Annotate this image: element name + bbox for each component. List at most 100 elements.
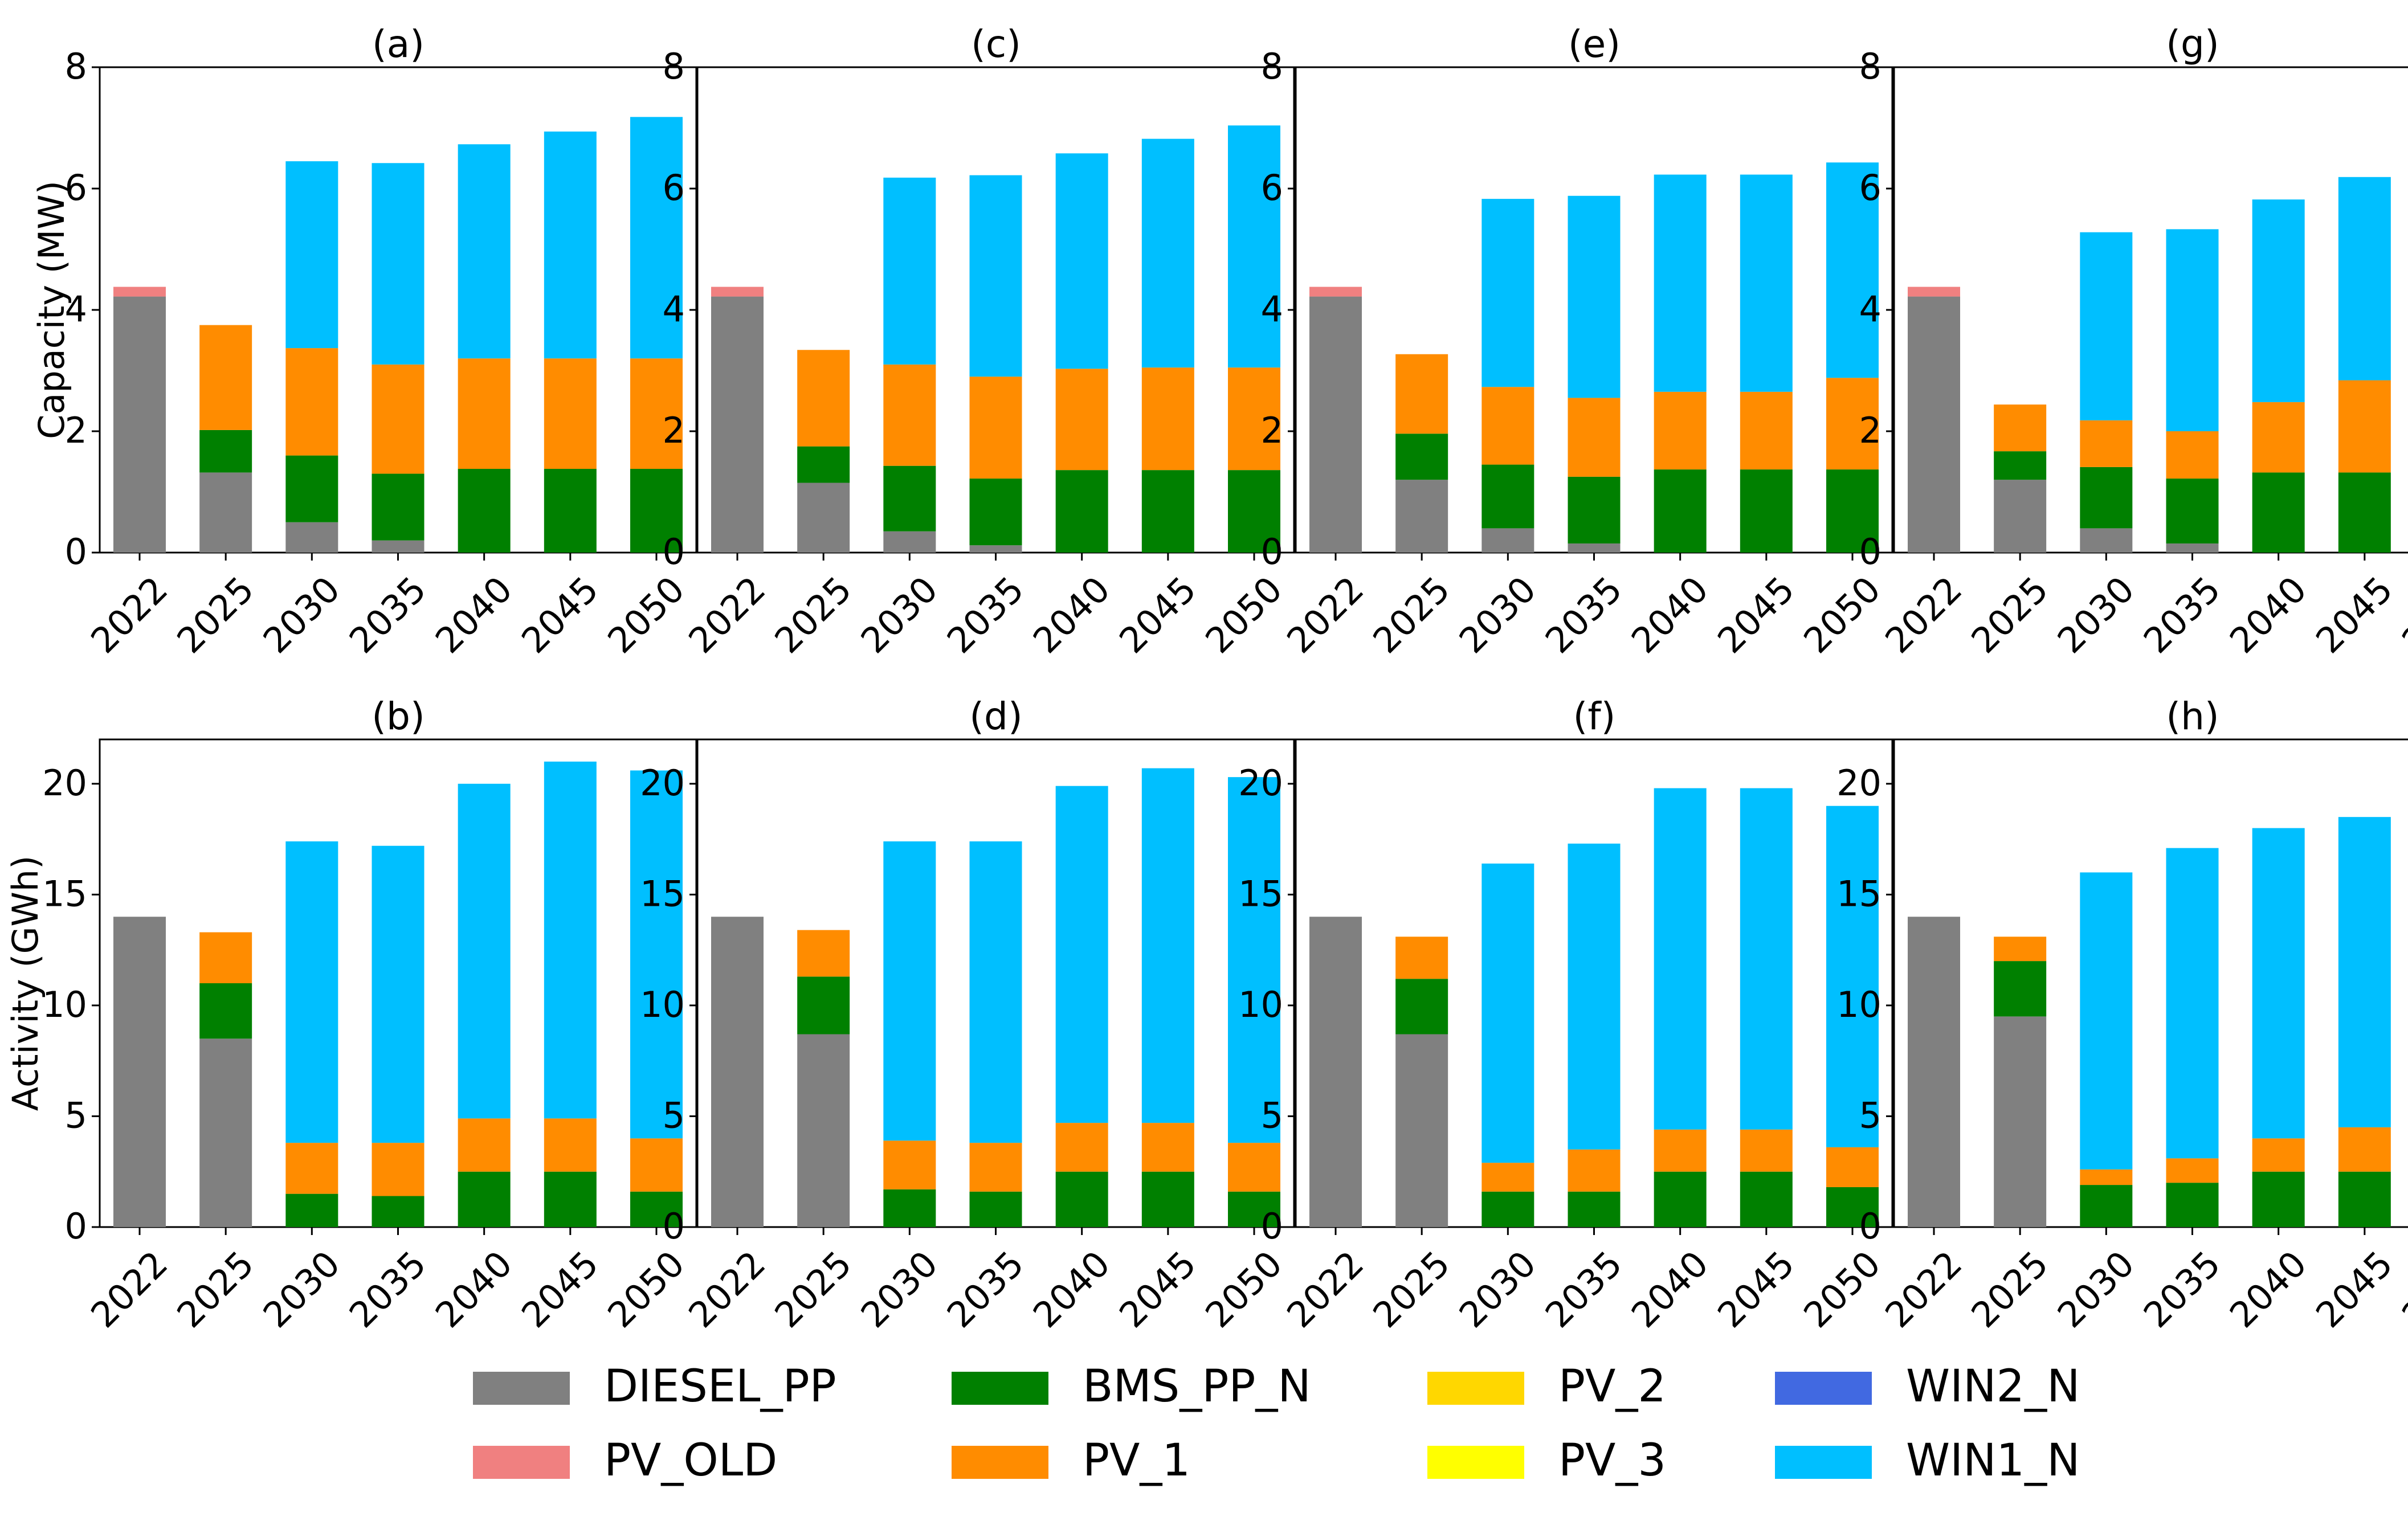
y-tick-label: 4 (1859, 288, 1881, 330)
x-tick-label: 2035 (2136, 1243, 2229, 1336)
bar-bms-pp-n-2040 (458, 469, 511, 553)
bar-diesel-pp-2035 (372, 540, 425, 553)
x-tick-label: 2035 (1537, 1243, 1630, 1336)
bar-bms-pp-n-2030 (1481, 1191, 1534, 1227)
y-tick-label: 2 (1859, 410, 1881, 451)
bar-pv-1-2035 (2166, 431, 2219, 479)
x-tick-label: 2035 (1537, 569, 1630, 661)
x-tick-label: 2025 (1963, 1243, 2056, 1336)
x-tick-label: 2050 (1197, 569, 1290, 661)
bar-pv-1-2035 (969, 1143, 1022, 1192)
y-tick-label: 20 (42, 762, 87, 804)
bar-pv-1-2025 (1994, 937, 2047, 962)
bar-bms-pp-n-2025 (1395, 979, 1448, 1035)
bar-pv-1-2045 (1141, 367, 1194, 471)
bar-win1-n-2040 (2252, 199, 2305, 402)
x-tick-label: 2030 (1451, 569, 1544, 661)
bar-diesel-pp-2022 (113, 296, 166, 553)
bar-pv-1-2030 (883, 364, 936, 466)
bar-win1-n-2050 (1228, 777, 1280, 1143)
bar-pv-1-2050 (630, 1138, 683, 1192)
bar-win1-n-2050 (1228, 125, 1280, 368)
y-tick-label: 4 (663, 288, 685, 330)
axes-frame (1893, 66, 2408, 554)
bar-pv-1-2050 (1228, 367, 1280, 471)
bar-win1-n-2030 (883, 177, 936, 365)
bar-diesel-pp-2022 (711, 296, 764, 553)
y-axis-label: Capacity (MW) (31, 181, 72, 439)
bar-bms-pp-n-2035 (1568, 1191, 1621, 1227)
y-tick-label: 4 (1261, 288, 1283, 330)
y-tick-label: 0 (1261, 1205, 1283, 1247)
bar-diesel-pp-2035 (969, 545, 1022, 553)
x-tick-label: 2030 (1451, 1243, 1544, 1336)
bar-pv-old-2022 (113, 287, 166, 297)
bar-pv-1-2030 (1481, 387, 1534, 465)
y-tick-label: 0 (1859, 531, 1881, 573)
y-tick-label: 2 (65, 410, 87, 451)
bar-bms-pp-n-2035 (2166, 479, 2219, 544)
bar-win1-n-2035 (969, 841, 1022, 1143)
bar-bms-pp-n-2045 (1141, 470, 1194, 553)
legend-swatch-pv-old (473, 1446, 570, 1479)
x-tick-label: 2022 (1279, 1243, 1372, 1336)
y-tick-label: 2 (1261, 410, 1283, 451)
bar-pv-1-2025 (797, 350, 850, 447)
x-tick-label: 2035 (2136, 569, 2229, 661)
x-tick-label: 2045 (1709, 1243, 1802, 1336)
y-tick-label: 15 (42, 873, 87, 914)
bar-pv-old-2022 (1309, 287, 1362, 297)
y-tick-label: 8 (1859, 46, 1881, 87)
bar-win1-n-2035 (1568, 195, 1621, 398)
bar-bms-pp-n-2035 (372, 473, 425, 541)
x-tick-label: 2025 (169, 569, 262, 661)
x-tick-label: 2040 (2222, 1243, 2315, 1336)
x-tick-label: 2035 (939, 569, 1032, 661)
bar-win1-n-2045 (2338, 177, 2391, 381)
legend-label-pv-old: PV_OLD (604, 1435, 777, 1486)
bar-bms-pp-n-2030 (883, 465, 936, 531)
bar-win1-n-2035 (372, 845, 425, 1143)
y-tick-label: 15 (1836, 873, 1881, 914)
legend-label-diesel-pp: DIESEL_PP (604, 1361, 836, 1412)
y-tick-label: 2 (663, 410, 685, 451)
bar-win1-n-2030 (1481, 199, 1534, 387)
bar-diesel-pp-2025 (1994, 1016, 2047, 1227)
x-tick-label: 2045 (2308, 569, 2401, 661)
bar-pv-1-2030 (285, 1143, 338, 1194)
chart-panel-b: 051015202022202520302035204020452050(b)A… (5, 694, 697, 1336)
x-tick-label: 2025 (1963, 569, 2056, 661)
x-tick-label: 2050 (1795, 1243, 1888, 1336)
bar-pv-1-2040 (2252, 402, 2305, 473)
bar-win1-n-2035 (372, 163, 425, 365)
x-tick-label: 2045 (1111, 1243, 1204, 1336)
x-tick-label: 2035 (341, 1243, 434, 1336)
bar-win1-n-2030 (285, 161, 338, 349)
bar-pv-1-2045 (1740, 391, 1793, 470)
bar-bms-pp-n-2030 (1481, 464, 1534, 529)
legend-label-pv-1: PV_1 (1083, 1435, 1190, 1486)
x-tick-label: 2050 (2394, 569, 2408, 661)
bar-pv-1-2040 (1055, 1123, 1108, 1172)
bar-pv-1-2045 (544, 358, 597, 469)
bar-bms-pp-n-2045 (544, 1171, 597, 1227)
legend-swatch-bms-pp-n (952, 1372, 1048, 1405)
panel-title: (e) (1568, 22, 1621, 66)
bar-pv-1-2045 (1740, 1129, 1793, 1172)
y-tick-label: 20 (1836, 762, 1881, 804)
bar-diesel-pp-2025 (1994, 480, 2047, 553)
bar-pv-1-2030 (285, 348, 338, 456)
x-tick-label: 2022 (1877, 569, 1970, 661)
y-tick-label: 6 (663, 167, 685, 208)
bar-pv-1-2035 (372, 1143, 425, 1196)
bar-pv-1-2030 (2080, 420, 2133, 467)
bar-win1-n-2050 (630, 117, 683, 359)
x-tick-label: 2022 (1279, 569, 1372, 661)
bar-bms-pp-n-2030 (2080, 1185, 2133, 1227)
x-tick-label: 2045 (1111, 569, 1204, 661)
bar-win1-n-2040 (2252, 828, 2305, 1139)
bar-bms-pp-n-2030 (2080, 467, 2133, 529)
bar-pv-1-2035 (1568, 1149, 1621, 1192)
